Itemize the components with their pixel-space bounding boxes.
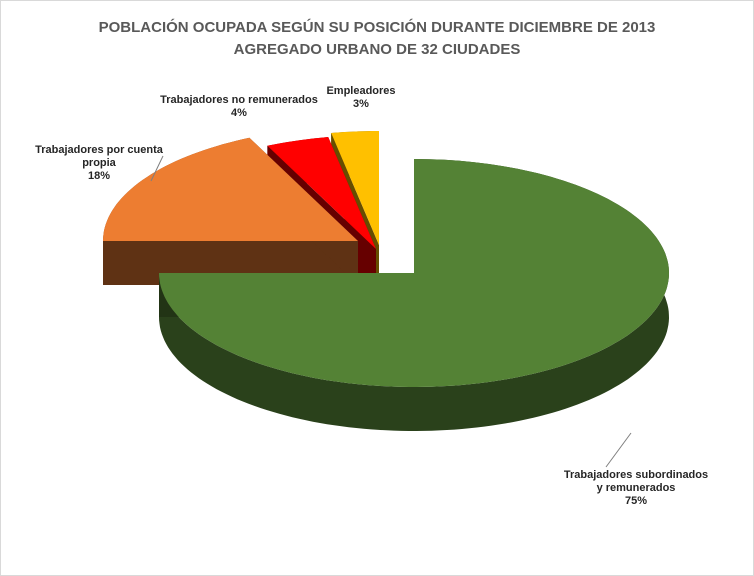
category-label: Trabajadores subordinados y remunerados xyxy=(563,469,709,494)
category-label: Empleadores xyxy=(326,85,396,97)
value-label: 3% xyxy=(353,98,369,110)
category-label: Trabajadores no remunerados xyxy=(160,94,318,106)
data-label-box: Trabajadores por cuenta propia 18% xyxy=(29,144,169,183)
category-label: Trabajadores por cuenta propia xyxy=(35,144,163,169)
value-label: 18% xyxy=(87,170,111,182)
slice xyxy=(267,137,376,249)
value-label: 75% xyxy=(624,495,648,507)
leader-line xyxy=(605,432,632,468)
value-label: 4% xyxy=(231,107,247,119)
slice xyxy=(103,137,358,241)
slice xyxy=(159,159,669,387)
chart-title: POBLACIÓN OCUPADA SEGÚN SU POSICIÓN DURA… xyxy=(98,19,656,36)
leader-line xyxy=(150,155,164,182)
slice xyxy=(331,131,379,245)
data-label-box: Trabajadores subordinados y remunerados 7… xyxy=(561,469,711,508)
data-label-box: Trabajadores no remunerados 4% xyxy=(159,94,319,120)
chart-subtitle: AGREGADO URBANO DE 32 CIUDADES xyxy=(233,41,521,58)
data-label-box: Empleadores 3% xyxy=(321,85,401,111)
